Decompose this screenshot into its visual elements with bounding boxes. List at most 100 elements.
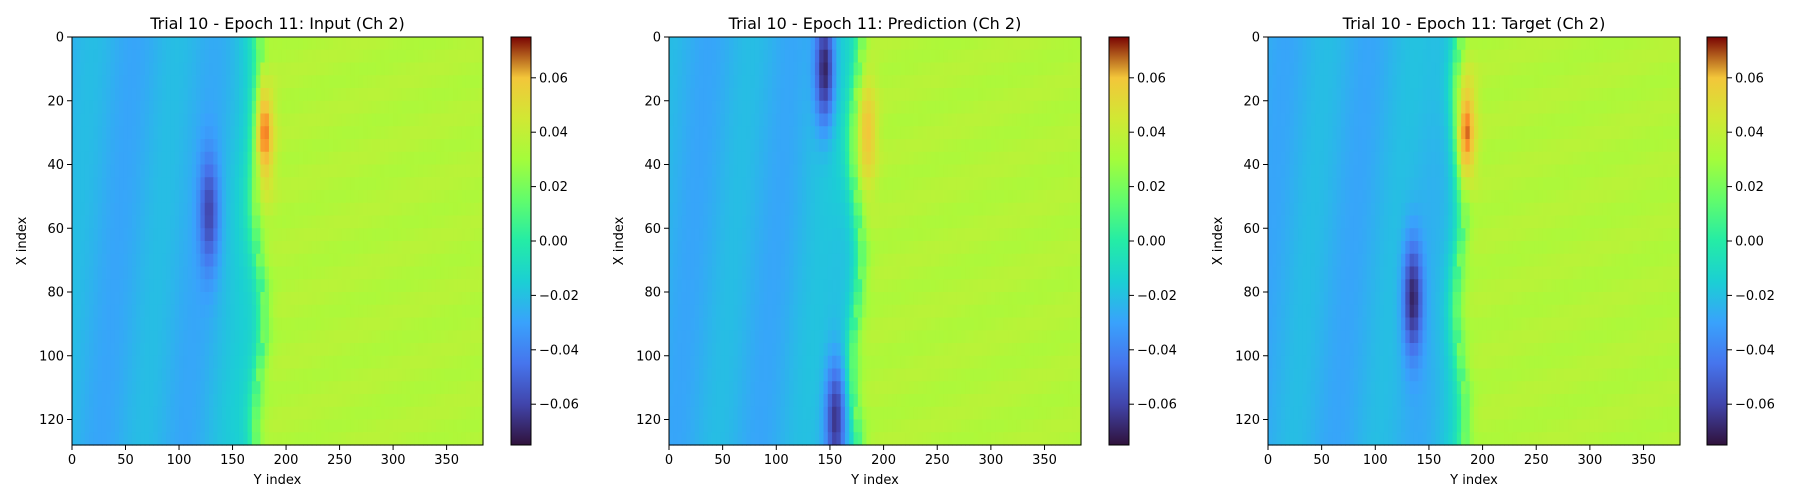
heatmap-cell xyxy=(849,266,855,280)
heatmap-cell xyxy=(93,381,99,395)
heatmap-cell xyxy=(119,88,124,102)
heatmap-cell xyxy=(909,75,915,89)
heatmap-cell xyxy=(72,292,77,306)
heatmap-cell xyxy=(750,126,756,140)
heatmap-cell xyxy=(939,177,945,191)
heatmap-cell xyxy=(93,253,99,268)
heatmap-cell xyxy=(478,343,484,357)
heatmap-cell xyxy=(93,406,99,421)
heatmap-cell xyxy=(136,215,142,229)
heatmap-cell xyxy=(89,432,95,446)
heatmap-cell xyxy=(853,139,859,153)
heatmap-cell xyxy=(836,113,842,127)
heatmap-cell xyxy=(849,177,855,191)
heatmap-cell xyxy=(913,215,919,229)
heatmap-cell xyxy=(733,266,739,280)
heatmap-cell xyxy=(72,177,77,191)
heatmap-cell xyxy=(80,330,86,344)
heatmap-cell xyxy=(1055,113,1061,127)
heatmap-cell xyxy=(802,62,807,76)
heatmap-cell xyxy=(1055,75,1061,89)
heatmap-cell xyxy=(418,75,424,89)
heatmap-cell xyxy=(819,215,825,229)
heatmap-cell xyxy=(999,228,1005,242)
heatmap-cell xyxy=(371,343,377,357)
heatmap-cell xyxy=(896,100,902,115)
heatmap-cell xyxy=(251,355,257,370)
heatmap-cell xyxy=(230,37,236,51)
heatmap-cell xyxy=(737,88,743,102)
heatmap-cell xyxy=(388,190,394,204)
heatmap-cell xyxy=(93,62,99,76)
heatmap-cell xyxy=(470,304,476,319)
heatmap-cell xyxy=(806,202,812,217)
heatmap-cell xyxy=(870,164,876,178)
heatmap-cell xyxy=(1016,37,1022,51)
heatmap-cell xyxy=(166,202,172,217)
heatmap-cell xyxy=(114,406,120,421)
heatmap-cell xyxy=(986,100,992,115)
heatmap-cell xyxy=(410,75,416,89)
heatmap-cell xyxy=(810,190,816,204)
heatmap-cell xyxy=(161,381,167,395)
heatmap-cell xyxy=(965,37,971,51)
heatmap-cell xyxy=(114,202,120,217)
heatmap-cell xyxy=(716,100,722,115)
heatmap-cell xyxy=(89,215,95,229)
heatmap-cell xyxy=(324,215,330,229)
heatmap-cell xyxy=(268,75,274,89)
heatmap-cell xyxy=(174,177,180,191)
heatmap-cell xyxy=(170,355,176,370)
heatmap-cell xyxy=(256,253,261,268)
heatmap-cell xyxy=(316,151,321,166)
heatmap-cell xyxy=(947,190,953,204)
heatmap-cell xyxy=(363,355,369,370)
heatmap-cell xyxy=(1050,228,1056,242)
heatmap-cell xyxy=(699,88,704,102)
heatmap-cell xyxy=(465,139,471,153)
heatmap-cell xyxy=(862,75,868,89)
heatmap-cell xyxy=(440,100,446,115)
heatmap-cell xyxy=(427,113,433,127)
heatmap-cell xyxy=(1068,151,1074,166)
heatmap-cell xyxy=(388,215,394,229)
heatmap-cell xyxy=(316,228,321,242)
heatmap-cell xyxy=(875,202,880,217)
heatmap-cell xyxy=(926,113,932,127)
heatmap-cell xyxy=(465,394,471,408)
heatmap-cell xyxy=(827,202,833,217)
heatmap-cell xyxy=(733,75,739,89)
heatmap-cell xyxy=(995,100,1001,115)
heatmap-cell xyxy=(350,381,356,395)
heatmap-cell xyxy=(832,88,837,102)
heatmap-cell xyxy=(333,292,339,306)
heatmap-cell xyxy=(866,241,872,255)
heatmap-cell xyxy=(995,164,1001,178)
heatmap-cell xyxy=(414,228,420,242)
heatmap-cell xyxy=(337,368,343,382)
heatmap-cell xyxy=(431,432,437,446)
heatmap-cell xyxy=(802,49,807,64)
heatmap-cell xyxy=(448,126,454,140)
heatmap-cell xyxy=(110,164,116,178)
heatmap-cell xyxy=(405,49,411,64)
heatmap-cell xyxy=(397,406,403,421)
heatmap-cell xyxy=(273,241,279,255)
heatmap-cell xyxy=(114,62,120,76)
heatmap-cell xyxy=(978,113,983,127)
heatmap-cell xyxy=(80,202,86,217)
heatmap-cell xyxy=(316,202,321,217)
heatmap-cell xyxy=(457,253,463,268)
heatmap-cell xyxy=(772,202,777,217)
heatmap-cell xyxy=(303,49,309,64)
heatmap-cell xyxy=(724,202,730,217)
heatmap-cell xyxy=(1016,49,1022,64)
heatmap-cell xyxy=(1050,100,1056,115)
heatmap-cell xyxy=(149,228,154,242)
heatmap-cell xyxy=(694,253,700,268)
heatmap-cell xyxy=(93,215,99,229)
heatmap-cell xyxy=(969,37,975,51)
heatmap-cell xyxy=(733,228,739,242)
heatmap-cell xyxy=(814,62,820,76)
heatmap-cell xyxy=(191,49,197,64)
